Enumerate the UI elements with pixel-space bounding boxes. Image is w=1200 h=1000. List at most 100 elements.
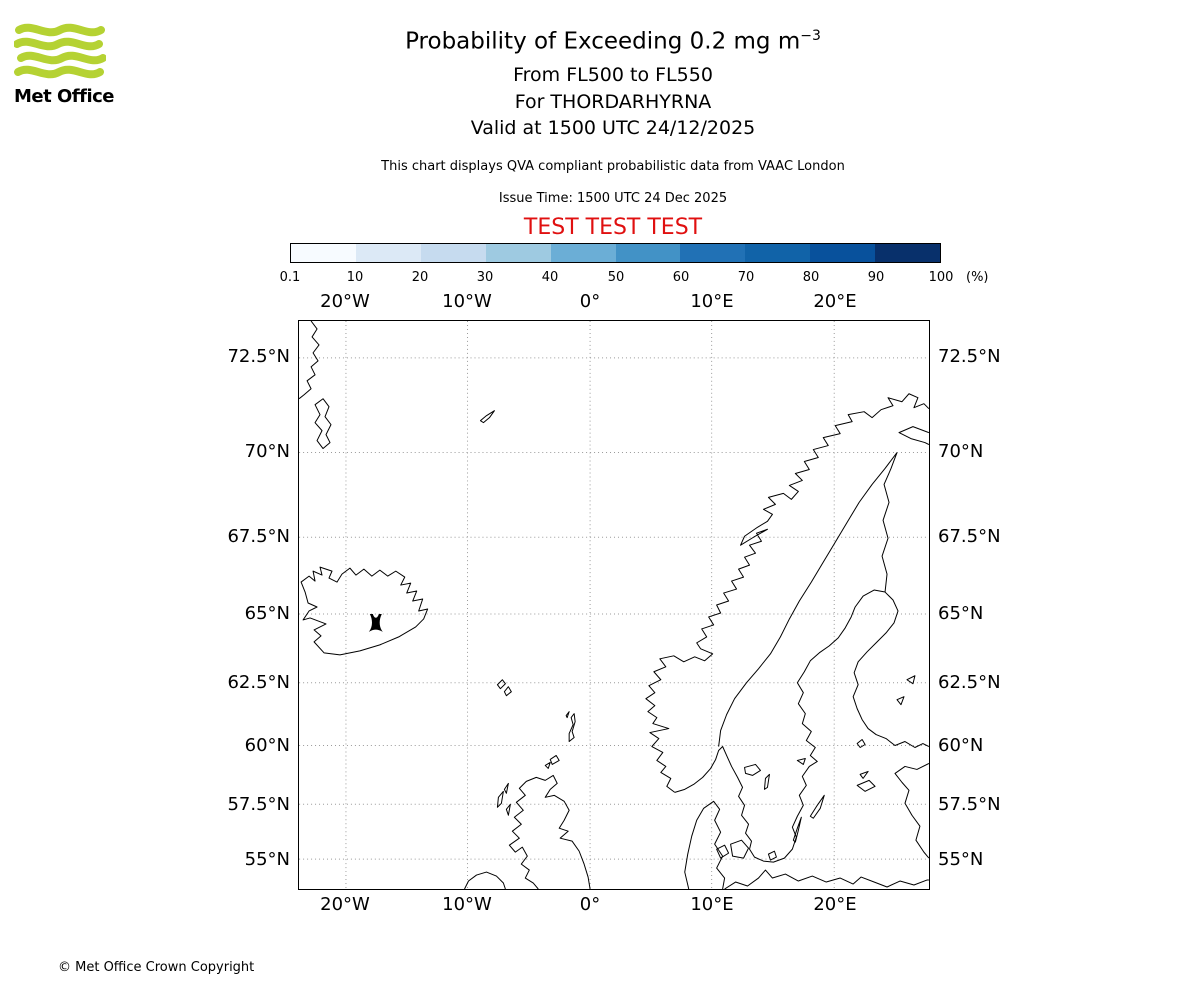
lat-label-left: 60°N	[244, 735, 290, 756]
coastlines	[299, 321, 929, 889]
colorbar-segment	[420, 244, 486, 262]
coastline-orkney	[544, 754, 560, 769]
lon-label-bottom: 10°E	[690, 894, 734, 915]
coastline-varangerfjord	[898, 426, 929, 446]
subtitle-flight-levels: From FL500 to FL550	[513, 64, 713, 86]
lat-label-right: 62.5°N	[938, 672, 1001, 693]
lat-label-left: 70°N	[244, 441, 290, 462]
lat-label-right: 60°N	[938, 735, 984, 756]
page-title: Probability of Exceeding 0.2 mg m−3	[26, 28, 1200, 55]
qva-note: This chart displays QVA compliant probab…	[381, 159, 845, 174]
lake-malaren	[796, 757, 806, 765]
coastline-gotland	[809, 794, 825, 819]
lon-label-top: 20°E	[813, 291, 857, 312]
lat-label-left: 67.5°N	[227, 526, 290, 547]
coastline-great-britain	[508, 774, 591, 889]
logo-wave	[15, 23, 105, 37]
lat-label-right: 65°N	[938, 603, 984, 624]
coastline-denmark-jutland	[684, 800, 726, 889]
lon-label-top: 10°E	[690, 291, 734, 312]
coastline-iceland	[300, 566, 429, 656]
met-office-logo: Met Office	[13, 22, 124, 107]
lon-label-top: 0°	[579, 291, 601, 312]
lat-label-right: 70°N	[938, 441, 984, 462]
map-canvas	[299, 321, 929, 889]
coastline-ireland	[464, 871, 506, 889]
logo-wave	[17, 51, 107, 65]
map-frame	[298, 320, 930, 890]
met-office-logo-text: Met Office	[14, 86, 115, 107]
test-banner: TEST TEST TEST	[523, 215, 703, 240]
colorbar-segment	[680, 244, 746, 262]
gridlines	[299, 321, 929, 889]
logo-wave	[14, 65, 104, 79]
coastline-jan-mayen	[479, 410, 495, 424]
colorbar-segment	[550, 244, 616, 262]
lat-label-left: 57.5°N	[227, 794, 290, 815]
coastline-scandinavia-baltic	[674, 589, 929, 863]
colorbar-unit: (%)	[966, 270, 989, 285]
met-office-logo-icon	[13, 23, 107, 79]
colorbar	[290, 243, 941, 263]
coastline-bornholm	[767, 850, 777, 861]
colorbar-segment	[615, 244, 681, 262]
colorbar-segment	[875, 244, 941, 262]
subtitle-valid-time: Valid at 1500 UTC 24/12/2025	[470, 117, 756, 139]
border-norway-sweden	[718, 452, 898, 747]
lon-label-top: 20°W	[320, 291, 370, 312]
coastline-funen	[716, 844, 730, 859]
volcano-marker-icon	[368, 613, 383, 632]
lake-vanern	[744, 763, 761, 776]
logo-wave	[13, 37, 103, 51]
colorbar-swatches	[291, 244, 941, 262]
coastline-south-baltic	[724, 869, 929, 889]
coastline-shetland	[565, 711, 576, 743]
colorbar-tick: 100	[928, 270, 954, 285]
coastline-hebrides	[496, 782, 511, 816]
lat-label-left: 65°N	[244, 603, 290, 624]
lat-label-left: 62.5°N	[227, 672, 290, 693]
issue-time: Issue Time: 1500 UTC 24 Dec 2025	[498, 191, 728, 206]
lon-label-bottom: 20°W	[320, 894, 370, 915]
lat-label-right: 72.5°N	[938, 346, 1001, 367]
coastline-norway	[645, 393, 929, 793]
colorbar-segment	[810, 244, 876, 262]
colorbar-tick: 30	[476, 270, 494, 285]
lat-label-left: 55°N	[244, 849, 290, 870]
lon-label-top: 10°W	[442, 291, 492, 312]
coastline-greenland-island	[314, 398, 332, 450]
lat-label-right: 57.5°N	[938, 794, 1001, 815]
coastline-oland	[792, 816, 802, 843]
colorbar-segment	[745, 244, 811, 262]
lat-label-right: 55°N	[938, 849, 984, 870]
colorbar-tick: 60	[672, 270, 690, 285]
subtitle-volcano: For THORDARHYRNA	[514, 91, 712, 113]
colorbar-tick: 20	[411, 270, 429, 285]
lake-vattern	[763, 773, 770, 790]
colorbar-tick: 50	[607, 270, 625, 285]
finnish-lakes	[896, 675, 916, 706]
coastline-saaremaa	[856, 770, 876, 792]
colorbar-segment	[355, 244, 421, 262]
colorbar-tick: 10	[346, 270, 364, 285]
colorbar-tick: 90	[867, 270, 885, 285]
lon-label-bottom: 10°W	[442, 894, 492, 915]
colorbar-tick: 40	[541, 270, 559, 285]
coastline-greenland	[299, 321, 320, 400]
aland-islands	[856, 739, 866, 748]
coastline-estonia-latvia	[894, 762, 929, 859]
lat-label-right: 67.5°N	[938, 526, 1001, 547]
lat-label-left: 72.5°N	[227, 346, 290, 367]
colorbar-segment	[485, 244, 551, 262]
title-text: Probability of Exceeding 0.2 mg m	[405, 28, 801, 55]
border-sweden-finland	[881, 452, 898, 593]
colorbar-tick: 70	[737, 270, 755, 285]
copyright-text: © Met Office Crown Copyright	[58, 960, 255, 975]
coastline-faroes	[496, 679, 512, 697]
coastline-zealand	[730, 839, 750, 859]
lon-label-bottom: 20°E	[813, 894, 857, 915]
colorbar-segment	[291, 244, 356, 262]
colorbar-tick: 0.1	[279, 270, 301, 285]
lon-label-bottom: 0°	[579, 894, 601, 915]
